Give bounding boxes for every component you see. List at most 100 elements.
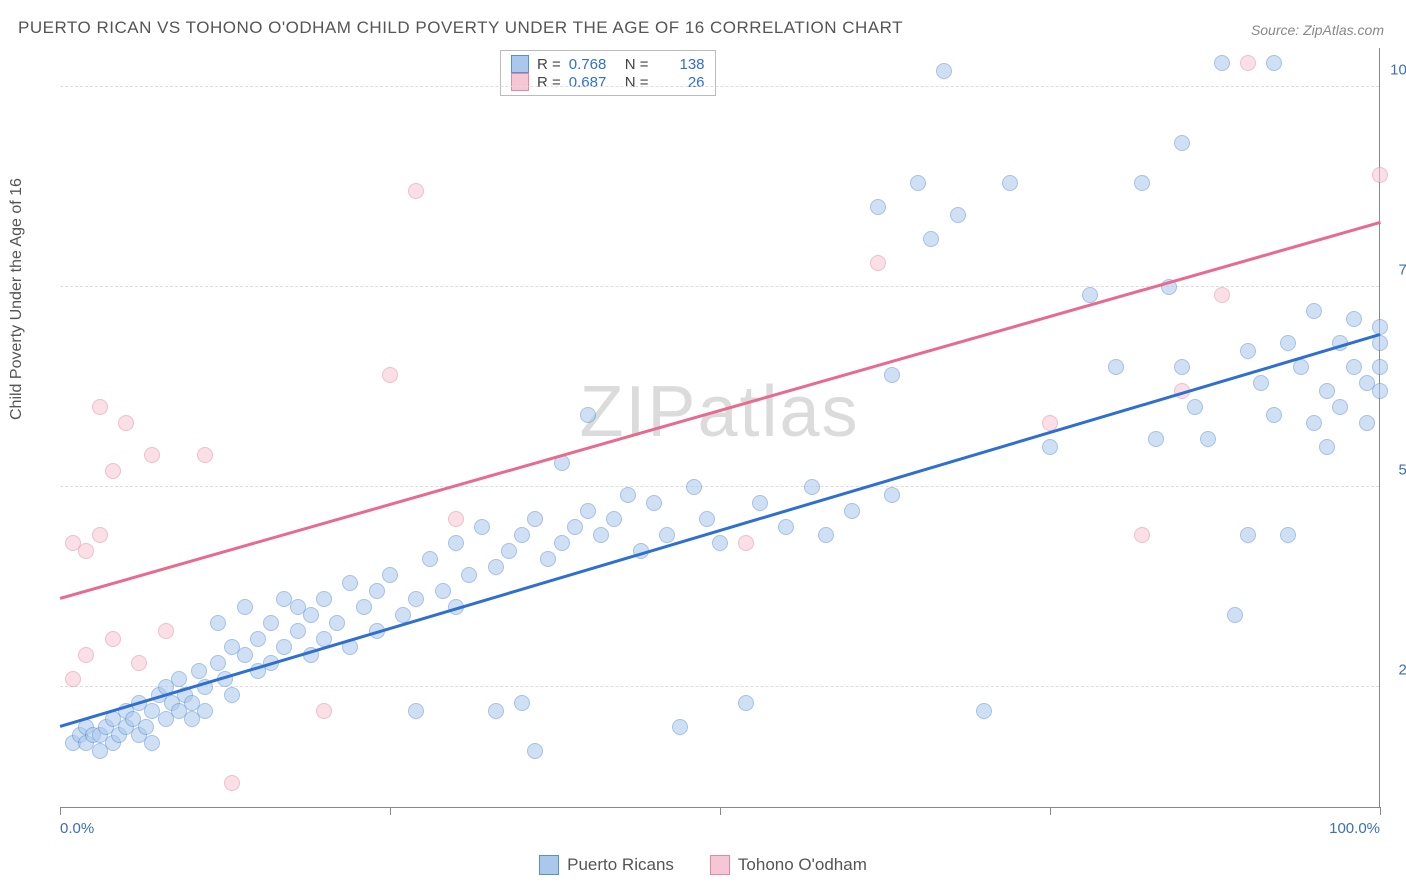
data-point	[501, 543, 517, 559]
stat-row: R =0.768N =138	[511, 55, 705, 73]
data-point	[303, 607, 319, 623]
data-point	[580, 503, 596, 519]
legend-item: Puerto Ricans	[539, 855, 674, 875]
data-point	[1372, 319, 1388, 335]
data-point	[422, 551, 438, 567]
data-point	[514, 527, 530, 543]
legend-label: Tohono O'odham	[738, 855, 867, 875]
data-point	[1319, 383, 1335, 399]
data-point	[1359, 415, 1375, 431]
data-point	[1214, 287, 1230, 303]
data-point	[329, 615, 345, 631]
data-point	[738, 695, 754, 711]
x-tick	[1380, 807, 1381, 815]
data-point	[191, 663, 207, 679]
data-point	[1346, 311, 1362, 327]
data-point	[870, 199, 886, 215]
data-point	[138, 719, 154, 735]
data-point	[131, 655, 147, 671]
data-point	[65, 671, 81, 687]
legend-swatch	[710, 855, 730, 875]
data-point	[659, 527, 675, 543]
source-label: Source: ZipAtlas.com	[1251, 22, 1384, 38]
x-axis-max-label: 100.0%	[1329, 820, 1380, 837]
data-point	[752, 495, 768, 511]
x-axis-min-label: 0.0%	[60, 820, 94, 837]
data-point	[92, 527, 108, 543]
data-point	[1174, 359, 1190, 375]
gridline	[60, 486, 1379, 487]
data-point	[197, 447, 213, 463]
data-point	[646, 495, 662, 511]
data-point	[290, 623, 306, 639]
data-point	[1280, 335, 1296, 351]
data-point	[408, 703, 424, 719]
y-tick-label: 50.0%	[1398, 462, 1406, 479]
trend-line	[60, 333, 1381, 727]
data-point	[1082, 287, 1098, 303]
data-point	[461, 567, 477, 583]
data-point	[527, 511, 543, 527]
data-point	[1240, 527, 1256, 543]
data-point	[263, 615, 279, 631]
stat-row: R =0.687N =26	[511, 73, 705, 91]
data-point	[1372, 383, 1388, 399]
r-label: R =	[537, 56, 561, 73]
data-point	[1266, 55, 1282, 71]
data-point	[1280, 527, 1296, 543]
data-point	[144, 735, 160, 751]
data-point	[92, 399, 108, 415]
data-point	[1187, 399, 1203, 415]
data-point	[382, 367, 398, 383]
data-point	[1042, 439, 1058, 455]
data-point	[804, 479, 820, 495]
data-point	[910, 175, 926, 191]
data-point	[435, 583, 451, 599]
data-point	[276, 639, 292, 655]
data-point	[844, 503, 860, 519]
x-tick	[720, 807, 721, 815]
data-point	[870, 255, 886, 271]
legend: Puerto Ricans Tohono O'odham	[0, 855, 1406, 880]
data-point	[224, 687, 240, 703]
data-point	[1266, 407, 1282, 423]
data-point	[1253, 375, 1269, 391]
data-point	[210, 615, 226, 631]
data-point	[1372, 335, 1388, 351]
data-point	[672, 719, 688, 735]
data-point	[567, 519, 583, 535]
data-point	[78, 543, 94, 559]
y-axis-label: Child Poverty Under the Age of 16	[8, 178, 26, 420]
legend-label: Puerto Ricans	[567, 855, 674, 875]
data-point	[237, 599, 253, 615]
data-point	[105, 631, 121, 647]
gridline	[60, 86, 1379, 87]
data-point	[118, 415, 134, 431]
data-point	[474, 519, 490, 535]
r-label: R =	[537, 74, 561, 91]
data-point	[342, 575, 358, 591]
data-point	[488, 703, 504, 719]
correlation-stats-box: R =0.768N =138R =0.687N =26	[500, 50, 716, 96]
data-point	[171, 671, 187, 687]
data-point	[1134, 527, 1150, 543]
data-point	[316, 591, 332, 607]
data-point	[1372, 359, 1388, 375]
x-tick	[60, 807, 61, 815]
data-point	[818, 527, 834, 543]
data-point	[620, 487, 636, 503]
data-point	[250, 631, 266, 647]
data-point	[1240, 343, 1256, 359]
data-point	[540, 551, 556, 567]
data-point	[158, 623, 174, 639]
data-point	[1214, 55, 1230, 71]
data-point	[580, 407, 596, 423]
data-point	[1319, 439, 1335, 455]
plot-area: ZIPatlas R =0.768N =138R =0.687N =26 25.…	[60, 48, 1380, 808]
data-point	[712, 535, 728, 551]
data-point	[686, 479, 702, 495]
legend-swatch	[539, 855, 559, 875]
chart-title: PUERTO RICAN VS TOHONO O'ODHAM CHILD POV…	[18, 18, 903, 38]
data-point	[1332, 399, 1348, 415]
data-point	[923, 231, 939, 247]
